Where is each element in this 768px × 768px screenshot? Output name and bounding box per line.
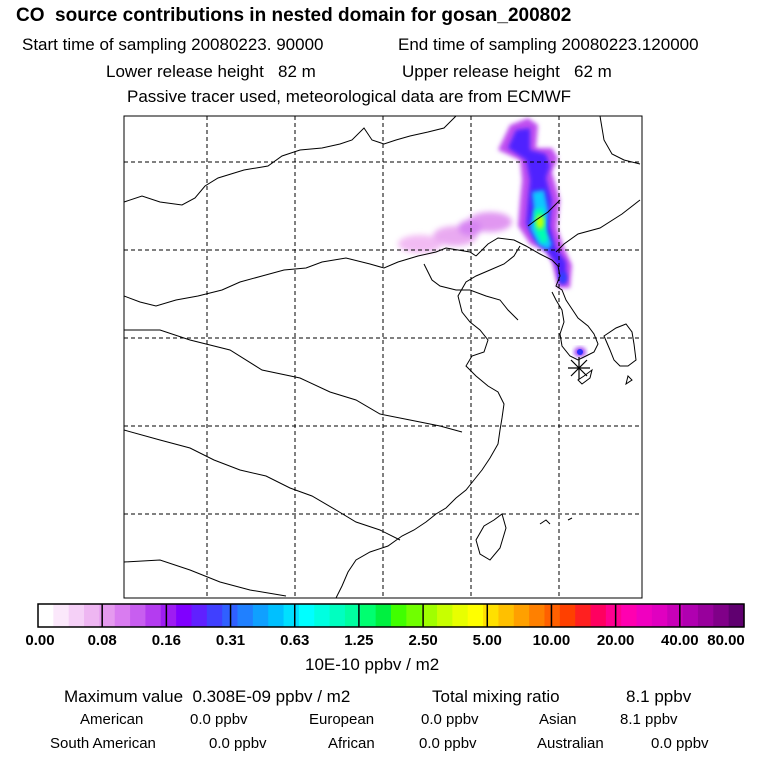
american-label: American bbox=[80, 711, 144, 728]
australian-label: Australian bbox=[537, 735, 604, 752]
coastlines bbox=[124, 116, 641, 598]
map-frame bbox=[123, 115, 643, 599]
tracer-plume bbox=[398, 118, 586, 357]
upper-release-label: Upper release height 62 m bbox=[402, 62, 612, 81]
african-value: 0.0 ppbv bbox=[419, 735, 477, 752]
south-american-label: South American bbox=[50, 735, 156, 752]
asian-label: Asian bbox=[539, 711, 577, 728]
colorbar-tick-label: 1.25 bbox=[344, 632, 374, 649]
total-mixing-label: Total mixing ratio bbox=[432, 687, 560, 706]
tracer-note: Passive tracer used, meteorological data… bbox=[127, 87, 572, 106]
colorbar-tick-label: 0.31 bbox=[215, 632, 246, 649]
colorbar-tick-label: 0.00 bbox=[25, 632, 55, 649]
colorbar-tick-label: 0.16 bbox=[151, 632, 181, 649]
start-time-label: Start time of sampling 20080223. 90000 bbox=[22, 35, 324, 54]
end-time-label: End time of sampling 20080223.120000 bbox=[398, 35, 699, 54]
australian-value: 0.0 ppbv bbox=[651, 735, 709, 752]
colorbar-tick-label: 80.00 bbox=[707, 632, 745, 649]
colorbar-tick-label: 40.00 bbox=[661, 632, 699, 649]
african-label: African bbox=[328, 735, 375, 752]
asian-value: 8.1 ppbv bbox=[620, 711, 678, 728]
colorbar-tick-label: 0.63 bbox=[280, 632, 310, 649]
colorbar-units: 10E-10 ppbv / m2 bbox=[305, 655, 440, 674]
map-panel bbox=[123, 115, 643, 599]
south-american-value: 0.0 ppbv bbox=[209, 735, 267, 752]
european-label: European bbox=[309, 711, 375, 728]
european-value: 0.0 ppbv bbox=[421, 711, 479, 728]
colorbar-tick-label: 20.00 bbox=[596, 632, 635, 649]
colorbar-tick-label: 0.08 bbox=[87, 632, 117, 649]
total-mixing-value: 8.1 ppbv bbox=[626, 687, 692, 706]
colorbar-tick-label: 5.00 bbox=[472, 632, 502, 649]
american-value: 0.0 ppbv bbox=[190, 711, 248, 728]
page-title: CO source contributions in nested domain… bbox=[16, 5, 572, 26]
max-value-label: Maximum value 0.308E-09 ppbv / m2 bbox=[64, 687, 351, 706]
lower-release-label: Lower release height 82 m bbox=[106, 62, 316, 81]
colorbar-tick-label: 2.50 bbox=[408, 632, 438, 649]
colorbar-tick-label: 10.00 bbox=[532, 632, 571, 649]
lat-lon-grid bbox=[124, 116, 642, 598]
receptor-star-icon bbox=[568, 357, 590, 379]
